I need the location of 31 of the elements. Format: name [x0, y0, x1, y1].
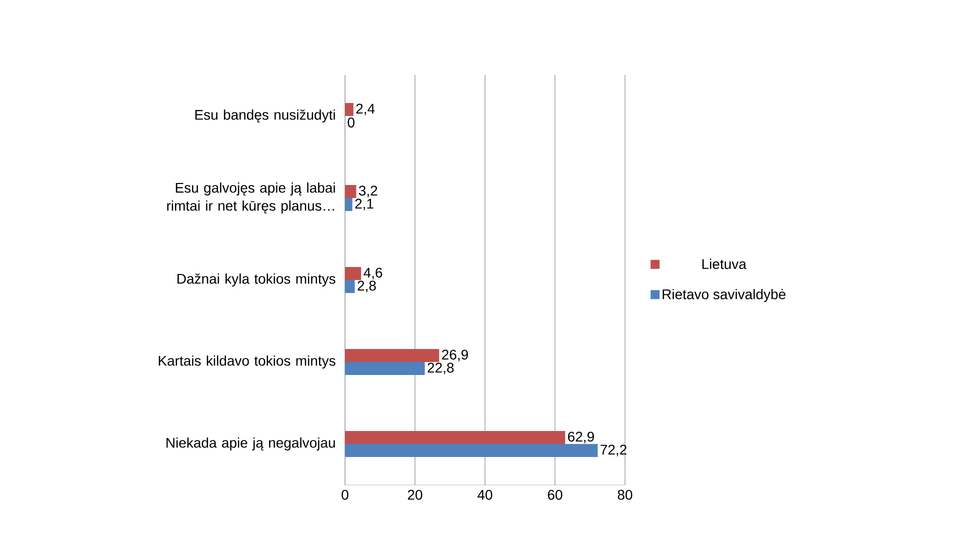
text: Lietuva — [702, 258, 746, 270]
data-label: 2,4 — [356, 104, 375, 116]
legend-label: Rietavo savivaldybė — [662, 288, 786, 302]
bar — [345, 349, 440, 362]
y-tick-label: Esu bandęs nusižudyti — [195, 109, 335, 123]
x-tick-label: 80 — [618, 490, 632, 500]
data-label: 4,6 — [364, 268, 382, 280]
x-tick-label: 0 — [342, 490, 348, 500]
data-label: 72,2 — [600, 444, 626, 456]
bar — [345, 362, 425, 375]
y-tick-label: Niekada apie ją negalvojau — [166, 437, 335, 451]
bar — [345, 185, 356, 198]
data-label: 0 — [348, 118, 354, 128]
x-tick-label: 20 — [408, 490, 422, 500]
bar — [345, 198, 352, 211]
x-tick-label: 40 — [478, 490, 492, 500]
bar — [345, 431, 566, 444]
y-tick-label: Dažnai kyla tokios mintys — [178, 273, 336, 287]
data-label: 3,2 — [358, 186, 378, 198]
bar — [345, 444, 598, 457]
data-label: 2,8 — [358, 280, 376, 292]
bar — [345, 266, 362, 280]
x-tick-label: 60 — [548, 490, 562, 500]
bar — [345, 103, 354, 116]
y-tick-label: Kartais kildavo tokios mintys — [158, 355, 336, 369]
data-label: 22,8 — [428, 362, 454, 374]
y-tick-label: Esu galvojęs apie ją labai rimtai ir net kūręs planus… — [167, 182, 335, 214]
bar — [345, 280, 355, 293]
data-label: 2,1 — [355, 198, 374, 210]
data-label: 62,9 — [568, 432, 594, 444]
data-label: 26,9 — [442, 350, 468, 362]
